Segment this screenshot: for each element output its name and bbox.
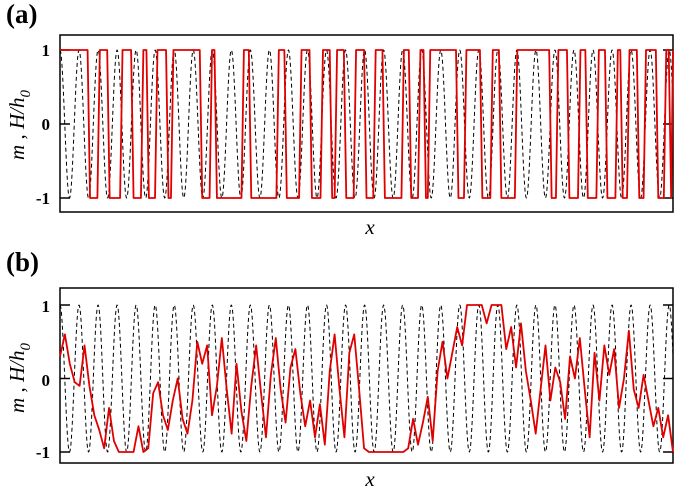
magnetization-series-line	[60, 49, 674, 199]
panel-a: (a) m , H/h0 x 1 0 -1	[5, 0, 674, 239]
y-axis-title-main: m , H/h	[5, 351, 29, 413]
y-tick-label: -1	[36, 189, 50, 208]
field-series-line	[59, 49, 674, 199]
y-tick-label: 0	[42, 115, 51, 134]
y-tick-label: 1	[42, 41, 51, 60]
field-series-line	[59, 304, 674, 453]
svg-text:m , H/h0: m , H/h0	[5, 90, 34, 160]
magnetization-series-line	[59, 304, 674, 453]
panel-label: (b)	[6, 247, 39, 277]
y-axis-title-subscript: 0	[18, 90, 34, 98]
y-tick-label: 0	[42, 371, 51, 390]
y-axis-title-main: m , H/h	[5, 98, 29, 160]
plot-area	[59, 34, 674, 213]
x-axis-title: x	[364, 215, 375, 239]
y-axis-title: m , H/h0	[5, 90, 34, 160]
y-tick-label: 1	[42, 297, 51, 316]
y-axis-title: m , H/h0	[5, 343, 34, 413]
y-tick-label: -1	[36, 443, 50, 462]
panel-b: (b) m , H/h0 x 1 0 -1	[5, 247, 674, 489]
svg-text:m , H/h0: m , H/h0	[5, 343, 34, 413]
x-axis-title: x	[364, 467, 375, 489]
plot-frame	[59, 287, 674, 464]
panel-label: (a)	[6, 0, 37, 29]
plot-area	[59, 287, 674, 464]
y-axis-title-subscript: 0	[18, 343, 34, 351]
